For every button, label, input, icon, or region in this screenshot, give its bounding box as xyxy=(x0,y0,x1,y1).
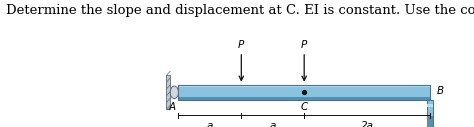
Bar xyxy=(427,104,433,107)
Bar xyxy=(427,116,433,127)
Text: 2a: 2a xyxy=(361,121,374,127)
Bar xyxy=(178,85,430,87)
Text: B: B xyxy=(436,86,443,96)
Text: a: a xyxy=(270,121,276,127)
Text: A: A xyxy=(168,102,175,112)
Bar xyxy=(178,97,430,100)
Text: P: P xyxy=(238,40,245,50)
Text: P: P xyxy=(301,40,307,50)
Bar xyxy=(427,100,433,127)
Bar xyxy=(166,75,170,109)
Text: a: a xyxy=(207,121,213,127)
Bar xyxy=(178,85,430,100)
Text: Determine the slope and displacement at C. EI is constant. Use the conjugate-bea: Determine the slope and displacement at … xyxy=(6,4,474,17)
Bar xyxy=(178,87,430,97)
Text: C: C xyxy=(301,102,308,112)
Circle shape xyxy=(170,86,178,99)
